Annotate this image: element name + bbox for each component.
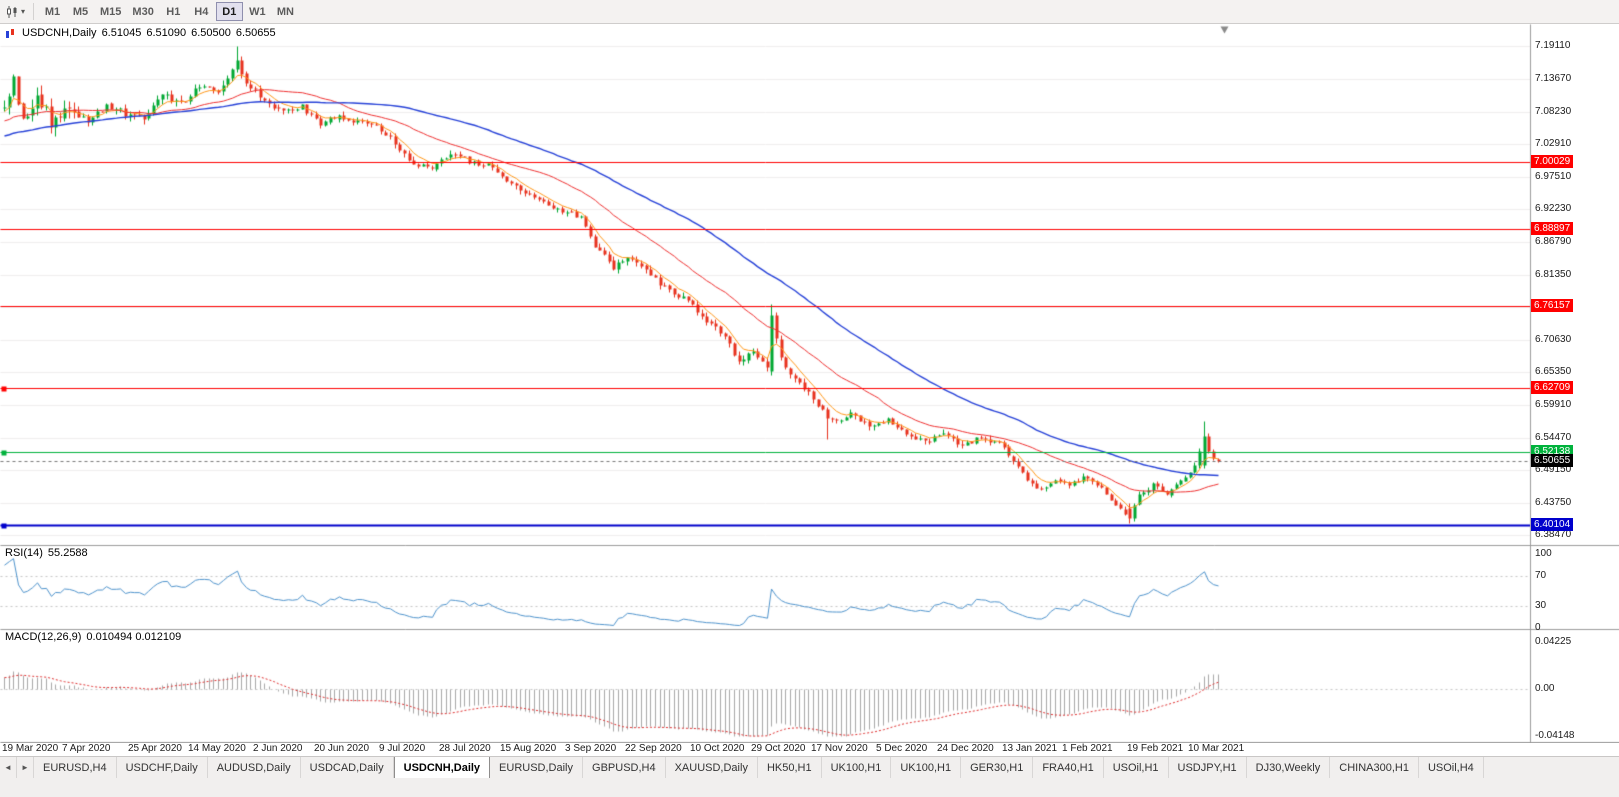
date-tick: 7 Apr 2020 [62, 743, 111, 754]
tab-usoil-h4[interactable]: USOil,H4 [1419, 757, 1484, 778]
rsi-tick: 70 [1535, 570, 1547, 581]
price-tick: 6.81350 [1535, 269, 1572, 280]
tab-eurusd-h4[interactable]: EURUSD,H4 [34, 757, 117, 778]
rsi-tick: 30 [1535, 600, 1547, 611]
price-chart-canvas[interactable] [0, 24, 1619, 743]
hline-price-badge: 6.52138 [1531, 445, 1574, 458]
price-tick: 6.76030 [1535, 301, 1572, 312]
date-tick: 10 Oct 2020 [690, 743, 745, 754]
time-axis[interactable]: 19 Mar 2020 7 Apr 2020 25 Apr 2020 14 May 2… [0, 743, 1619, 756]
price-tick: 6.92230 [1535, 203, 1572, 214]
date-tick: 2 Jun 2020 [253, 743, 303, 754]
macd-tick: 0.00 [1535, 683, 1555, 694]
date-tick: 24 Dec 2020 [937, 743, 994, 754]
date-tick: 20 Jun 2020 [314, 743, 370, 754]
timeframe-d1[interactable]: D1 [215, 2, 243, 21]
date-tick: 28 Jul 2020 [439, 743, 491, 754]
bid-price-badge: 6.50655 [1531, 454, 1574, 467]
toolbar-separator [33, 3, 35, 20]
date-tick: 1 Feb 2021 [1062, 743, 1113, 754]
timeframe-m30[interactable]: M30 [132, 5, 154, 18]
hline-price-badge: 6.40104 [1531, 518, 1574, 531]
tab-fra40-h1[interactable]: FRA40,H1 [1033, 757, 1104, 778]
date-tick: 15 Aug 2020 [500, 743, 557, 754]
date-tick: 10 Mar 2021 [1188, 743, 1245, 754]
tab-gbpusd-h4[interactable]: GBPUSD,H4 [583, 757, 666, 778]
timeframe-buttons: M1 M5 M15 M30 H1 H4 D1 W1 MN [39, 2, 299, 21]
timeframe-m5[interactable]: M5 [72, 5, 89, 18]
tab-hk50-h1[interactable]: HK50,H1 [758, 757, 822, 778]
price-tick: 6.54470 [1535, 432, 1572, 443]
tab-xauusd-daily[interactable]: XAUUSD,Daily [666, 757, 758, 778]
timeframe-w1[interactable]: W1 [249, 5, 266, 18]
timeframe-h4[interactable]: H4 [194, 5, 209, 18]
tab-scroll-right[interactable]: ► [17, 757, 34, 778]
timeframe-m1[interactable]: M1 [44, 5, 61, 18]
price-tick: 6.59910 [1535, 399, 1572, 410]
date-tick: 9 Jul 2020 [379, 743, 426, 754]
chevron-down-icon: ▾ [21, 6, 26, 16]
date-tick: 5 Dec 2020 [876, 743, 928, 754]
timeframe-mn[interactable]: MN [276, 5, 294, 18]
hline-price-badge: 6.76157 [1531, 299, 1574, 312]
price-tick: 6.86790 [1535, 236, 1572, 247]
tab-audusd-daily[interactable]: AUDUSD,Daily [208, 757, 301, 778]
tab-china300-h1[interactable]: CHINA300,H1 [1330, 757, 1419, 778]
rsi-tick: 100 [1535, 548, 1552, 559]
timeframe-m15[interactable]: M15 [100, 5, 122, 18]
macd-tick: 0.04225 [1535, 636, 1572, 647]
tab-uk100-h1[interactable]: UK100,H1 [891, 757, 962, 778]
date-tick: 19 Mar 2020 [2, 743, 59, 754]
tab-uk100-h1[interactable]: UK100,H1 [822, 757, 892, 778]
price-tick: 7.08230 [1535, 106, 1572, 117]
date-tick: 13 Jan 2021 [1002, 743, 1058, 754]
price-axis[interactable]: 7.19110 7.13670 7.08230 7.02910 6.97510 6.922… [1530, 24, 1619, 743]
price-tick: 6.49150 [1535, 464, 1572, 475]
tab-usdcnh-daily[interactable]: USDCNH,Daily [393, 757, 491, 778]
price-tick: 7.13670 [1535, 73, 1572, 84]
price-tick: 7.02910 [1535, 138, 1572, 149]
date-tick: 25 Apr 2020 [128, 743, 182, 754]
hline-price-badge: 6.88897 [1531, 222, 1574, 235]
date-tick: 29 Oct 2020 [751, 743, 806, 754]
timeframe-h1[interactable]: H1 [166, 5, 181, 18]
rsi-tick: 0 [1535, 622, 1541, 633]
tab-usdcad-daily[interactable]: USDCAD,Daily [301, 757, 394, 778]
price-tick: 6.38470 [1535, 529, 1572, 540]
chart-window: USDCNH,Daily 6.51045 6.51090 6.50500 6.5… [0, 24, 1619, 743]
date-tick: 3 Sep 2020 [565, 743, 617, 754]
price-tick: 7.19110 [1535, 40, 1571, 51]
hline-price-badge: 6.62709 [1531, 381, 1574, 394]
hline-price-badge: 7.00029 [1531, 155, 1574, 168]
tab-usoil-h1[interactable]: USOil,H1 [1104, 757, 1169, 778]
date-tick: 17 Nov 2020 [811, 743, 868, 754]
price-tick: 6.43750 [1535, 497, 1572, 508]
tab-ger30-h1[interactable]: GER30,H1 [961, 757, 1034, 778]
date-tick: 14 May 2020 [188, 743, 246, 754]
tab-usdchf-daily[interactable]: USDCHF,Daily [117, 757, 208, 778]
chart-type-button[interactable]: ▾ [3, 3, 28, 21]
tab-dj30-weekly[interactable]: DJ30,Weekly [1247, 757, 1331, 778]
price-tick: 6.70630 [1535, 334, 1572, 345]
price-tick: 6.65350 [1535, 366, 1572, 377]
date-tick: 22 Sep 2020 [625, 743, 682, 754]
macd-tick: -0.04148 [1535, 730, 1575, 741]
price-tick: 6.97510 [1535, 171, 1572, 182]
chart-tabbar: ◄ ► EURUSD,H4 USDCHF,Daily AUDUSD,Daily USDCA… [0, 756, 1619, 778]
tab-usdjpy-h1[interactable]: USDJPY,H1 [1169, 757, 1247, 778]
tab-eurusd-daily[interactable]: EURUSD,Daily [490, 757, 584, 778]
candlestick-chart-icon [7, 5, 17, 18]
date-tick: 19 Feb 2021 [1127, 743, 1184, 754]
timeframe-toolbar: ▾ M1 M5 M15 M30 H1 H4 D1 W1 MN [0, 0, 1619, 24]
tab-scroll-left[interactable]: ◄ [0, 757, 17, 778]
